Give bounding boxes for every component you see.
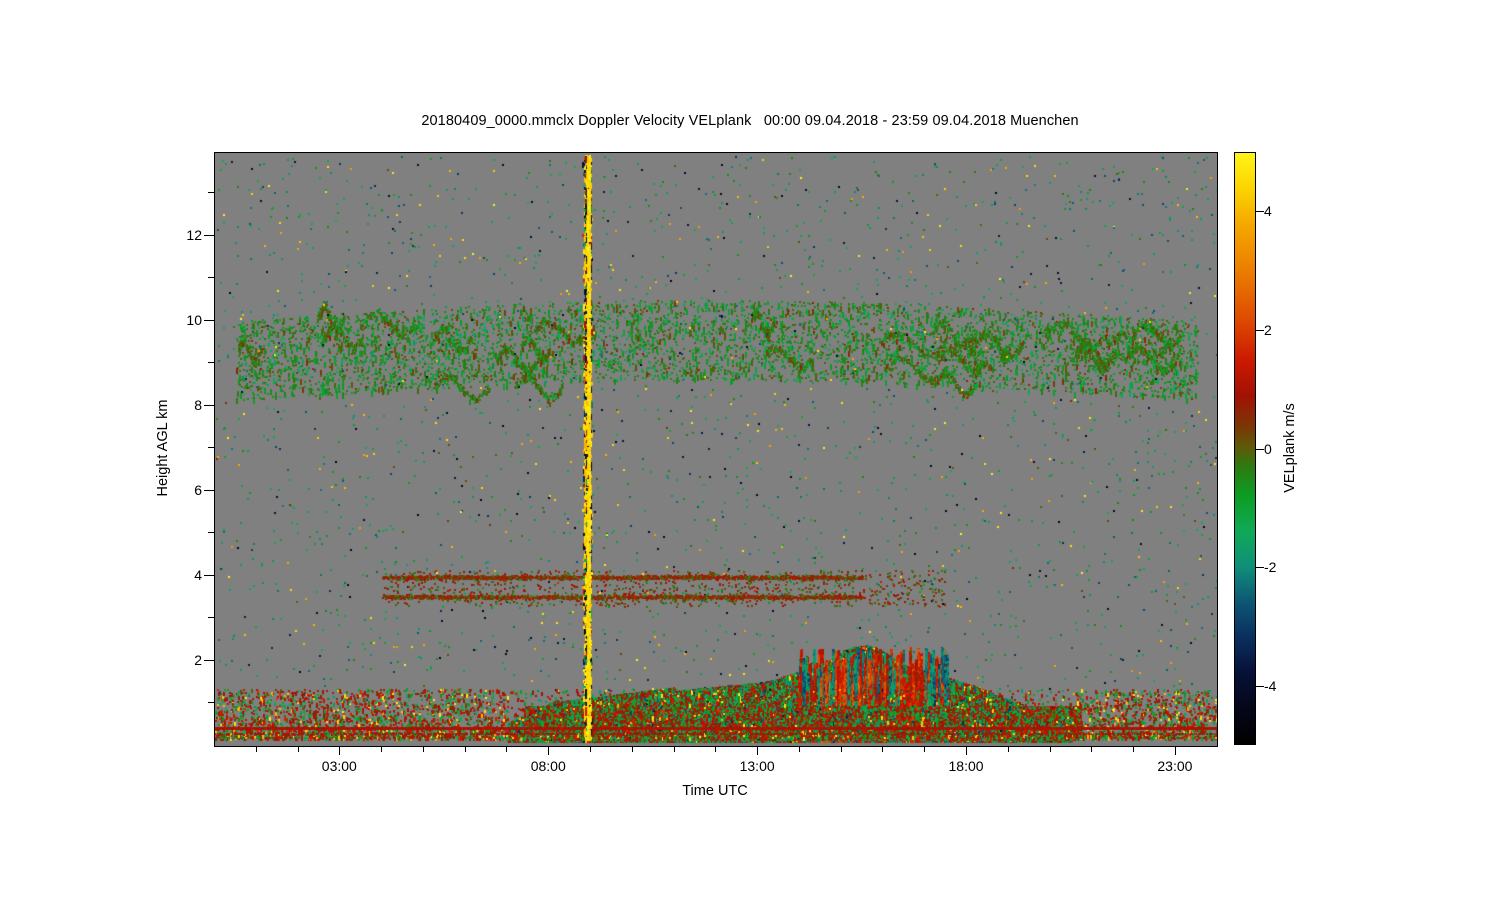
x-axis-title: Time UTC [682,783,748,799]
colorbar-tick [1256,329,1264,331]
colorbar-tick [1256,211,1264,213]
x-axis-ticks: 03:00 08:00 13:00 18:00 23:00 [214,746,1216,776]
x-axis-major-tick [339,746,341,755]
y-axis-minor-tick [208,702,214,704]
x-axis-minor-tick [1007,746,1009,752]
colorbar-tick-label: 0 [1264,440,1272,457]
y-axis-major-tick [204,234,214,236]
x-axis-major-tick [757,746,759,755]
x-axis-minor-tick [882,746,884,752]
x-axis-minor-tick [422,746,424,752]
y-axis-minor-tick [208,362,214,364]
colorbar-tick-label: 2 [1264,321,1272,338]
y-axis-tick-label: 8 [194,396,202,413]
colorbar-tick-label: -2 [1264,559,1277,576]
x-axis-minor-tick [1049,746,1051,752]
x-axis-tick-label: 18:00 [948,758,984,774]
x-axis-tick-label: 08:00 [530,758,566,774]
x-axis-minor-tick [798,746,800,752]
colorbar-tick [1256,685,1264,687]
y-axis-major-tick [204,574,214,576]
y-axis-minor-tick [208,447,214,449]
x-axis-tick-label: 13:00 [739,758,775,774]
y-axis-minor-tick [208,277,214,279]
x-axis-minor-tick [631,746,633,752]
y-axis-title-text: Height AGL km [155,399,171,497]
doppler-velocity-heatmap-canvas [215,153,1217,746]
plot-area[interactable] [214,152,1218,747]
x-axis-tick-label: 03:00 [321,758,357,774]
plot-title: 20180409_0000.mmclx Doppler Velocity VEL… [421,113,1079,129]
x-axis-minor-tick [840,746,842,752]
x-axis-minor-tick [381,746,383,752]
y-axis-minor-tick [208,192,214,194]
x-axis-minor-tick [464,746,466,752]
x-axis-minor-tick [715,746,717,752]
colorbar[interactable] [1234,152,1256,745]
colorbar-gradient [1234,152,1256,745]
x-axis-minor-tick [297,746,299,752]
x-axis-major-tick [966,746,968,755]
x-axis-minor-tick [590,746,591,752]
colorbar-tick [1256,567,1264,569]
y-axis-tick-label: 4 [194,566,202,583]
y-axis-tick-label: 12 [186,226,202,243]
y-axis-minor-tick [208,617,214,619]
y-axis-tick-label: 6 [194,481,202,498]
x-axis-minor-tick [1133,746,1135,752]
y-axis-major-tick [204,489,214,491]
x-axis-minor-tick [255,746,257,752]
y-axis-minor-tick [208,532,214,534]
x-axis-major-tick [1174,746,1176,755]
y-axis-major-tick [204,659,214,661]
colorbar-tick-label: -4 [1264,677,1277,694]
x-axis-minor-tick [506,746,508,752]
colorbar-tick-label: 4 [1264,203,1272,220]
colorbar-tick [1256,448,1264,450]
x-axis-minor-tick [1091,746,1093,752]
x-axis-minor-tick [673,746,675,752]
x-axis-tick-label: 23:00 [1157,758,1193,774]
y-axis-major-tick [204,319,214,321]
x-axis-minor-tick [924,746,926,752]
y-axis-major-tick [204,404,214,406]
y-axis-tick-label: 2 [194,651,202,668]
x-axis-major-tick [548,746,550,755]
y-axis-tick-label: 10 [186,311,202,328]
colorbar-title-text: VELplank m/s [1282,403,1298,493]
